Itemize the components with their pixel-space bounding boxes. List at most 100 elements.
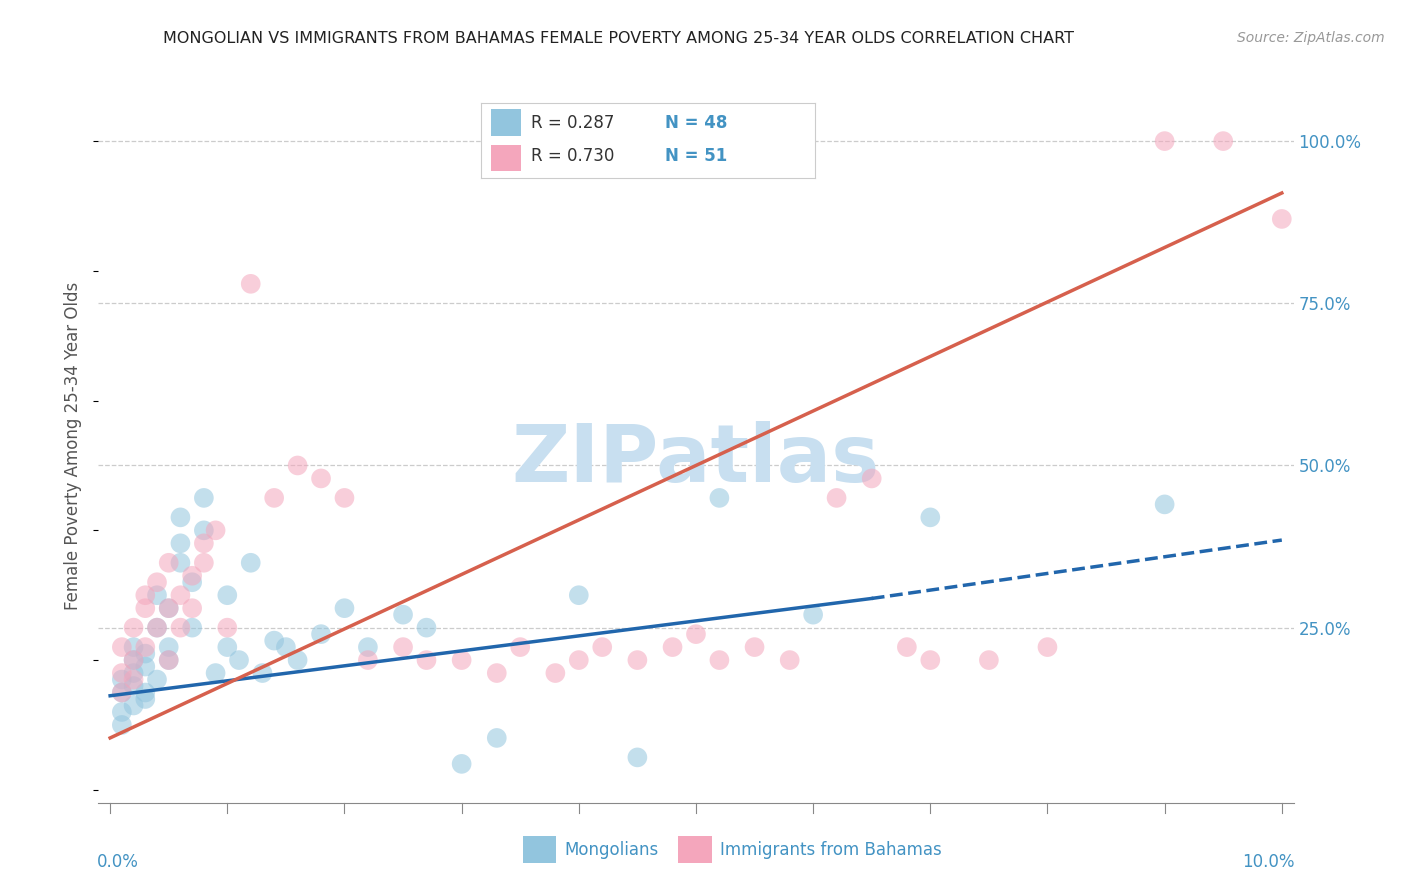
Point	[1271, 211, 1294, 226]
Text: 0.0%: 0.0%	[97, 853, 139, 871]
Point	[193, 536, 215, 550]
Point	[860, 471, 883, 485]
Point	[157, 556, 180, 570]
Point	[111, 685, 134, 699]
Point	[228, 653, 250, 667]
Point	[920, 510, 942, 524]
Point	[1153, 497, 1175, 511]
Point	[122, 653, 145, 667]
Point	[450, 756, 472, 771]
Point	[509, 640, 531, 654]
Point	[122, 698, 145, 713]
Point	[146, 588, 169, 602]
Point	[685, 627, 707, 641]
Point	[357, 653, 380, 667]
Point	[626, 653, 648, 667]
Point	[779, 653, 801, 667]
Point	[157, 653, 180, 667]
Text: MONGOLIAN VS IMMIGRANTS FROM BAHAMAS FEMALE POVERTY AMONG 25-34 YEAR OLDS CORREL: MONGOLIAN VS IMMIGRANTS FROM BAHAMAS FEM…	[163, 31, 1074, 46]
Point	[122, 666, 145, 681]
Point	[169, 621, 191, 635]
Point	[274, 640, 297, 654]
Point	[485, 666, 508, 681]
Point	[333, 601, 356, 615]
FancyBboxPatch shape	[523, 837, 557, 863]
Point	[122, 673, 145, 687]
Point	[134, 601, 156, 615]
Point	[744, 640, 766, 654]
Point	[111, 685, 134, 699]
Point	[333, 491, 356, 505]
Y-axis label: Female Poverty Among 25-34 Year Olds: Female Poverty Among 25-34 Year Olds	[65, 282, 83, 610]
Point	[181, 601, 204, 615]
Point	[146, 673, 169, 687]
Point	[134, 640, 156, 654]
Point	[157, 601, 180, 615]
Point	[450, 653, 472, 667]
Point	[146, 575, 169, 590]
Point	[157, 640, 180, 654]
Point	[181, 575, 204, 590]
Point	[204, 666, 226, 681]
Point	[309, 471, 332, 485]
Point	[157, 653, 180, 667]
Point	[415, 653, 437, 667]
Point	[896, 640, 918, 654]
Point	[111, 718, 134, 732]
Point	[825, 491, 848, 505]
Point	[920, 653, 942, 667]
Point	[392, 607, 415, 622]
Point	[122, 679, 145, 693]
Point	[146, 621, 169, 635]
Point	[568, 588, 591, 602]
Point	[1036, 640, 1059, 654]
Point	[415, 621, 437, 635]
Text: Source: ZipAtlas.com: Source: ZipAtlas.com	[1237, 31, 1385, 45]
Point	[485, 731, 508, 745]
Point	[392, 640, 415, 654]
Point	[252, 666, 274, 681]
Point	[1153, 134, 1175, 148]
Point	[134, 659, 156, 673]
Point	[801, 607, 824, 622]
Text: Immigrants from Bahamas: Immigrants from Bahamas	[720, 841, 942, 859]
Point	[134, 647, 156, 661]
Text: 10.0%: 10.0%	[1243, 853, 1295, 871]
Point	[146, 621, 169, 635]
Point	[181, 568, 204, 582]
Point	[977, 653, 1000, 667]
Point	[111, 640, 134, 654]
Point	[217, 621, 239, 635]
Point	[193, 556, 215, 570]
Point	[1212, 134, 1234, 148]
Point	[111, 666, 134, 681]
Point	[122, 640, 145, 654]
Point	[626, 750, 648, 764]
Point	[157, 601, 180, 615]
Point	[122, 653, 145, 667]
Point	[309, 627, 332, 641]
Text: ZIPatlas: ZIPatlas	[512, 421, 880, 500]
Point	[239, 556, 262, 570]
Point	[181, 621, 204, 635]
Point	[263, 633, 285, 648]
Point	[169, 556, 191, 570]
Point	[217, 588, 239, 602]
Point	[239, 277, 262, 291]
Point	[134, 588, 156, 602]
Point	[134, 692, 156, 706]
Point	[709, 653, 731, 667]
Point	[661, 640, 683, 654]
Point	[122, 621, 145, 635]
Point	[287, 458, 309, 473]
Point	[111, 705, 134, 719]
Point	[263, 491, 285, 505]
Point	[287, 653, 309, 667]
Point	[591, 640, 613, 654]
Point	[169, 510, 191, 524]
Point	[204, 524, 226, 538]
Point	[193, 491, 215, 505]
Text: Mongolians: Mongolians	[565, 841, 659, 859]
Point	[193, 524, 215, 538]
Point	[217, 640, 239, 654]
